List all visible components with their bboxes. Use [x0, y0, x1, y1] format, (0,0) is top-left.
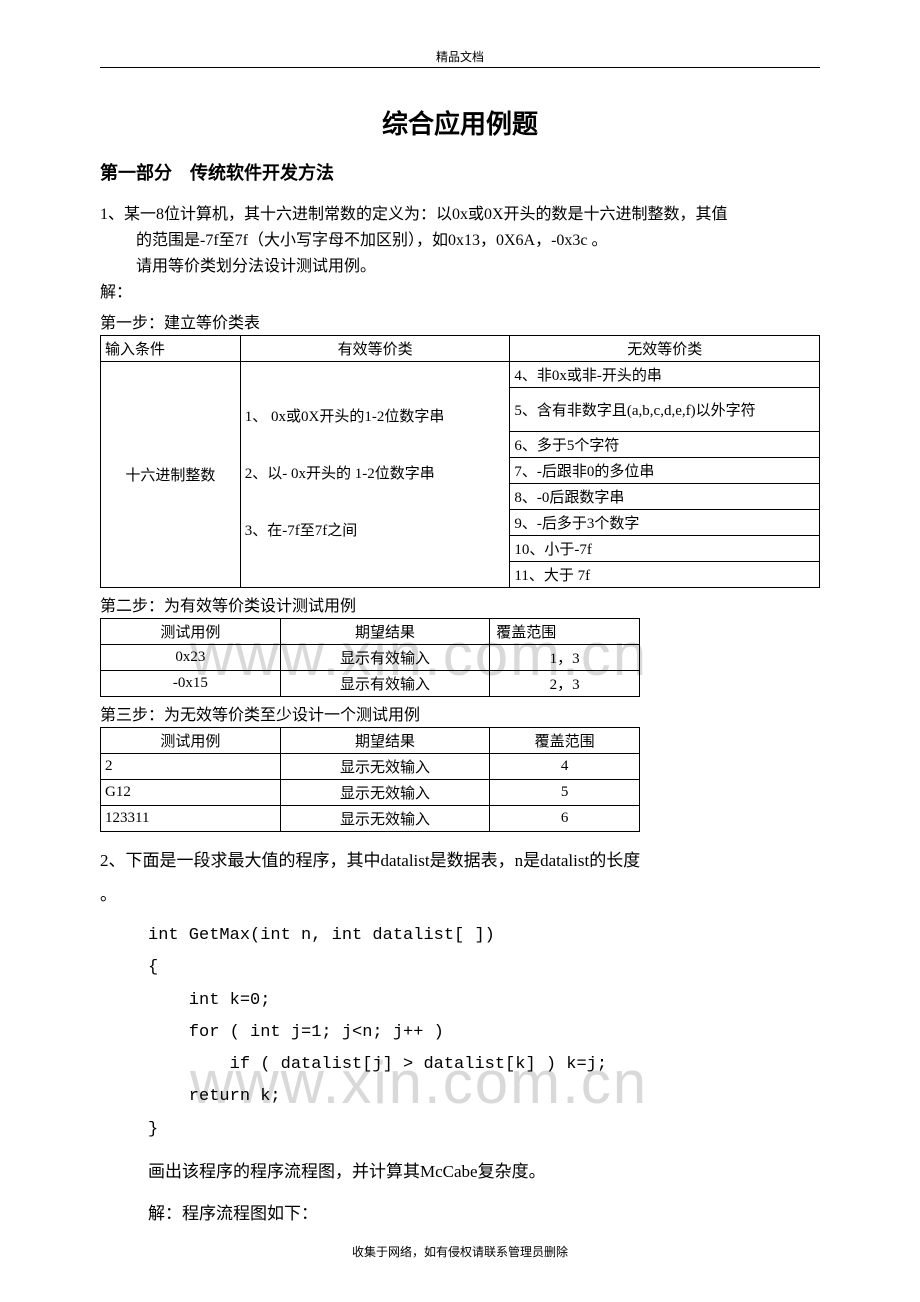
valid-testcase-table: 测试用例 期望结果 覆盖范围 0x23 显示有效输入 1，3 -0x15 显示有… [100, 618, 640, 697]
cell: 显示无效输入 [280, 754, 490, 780]
cell-invalid: 8、-0后跟数字串 [510, 484, 820, 510]
th-cover: 覆盖范围 [490, 728, 640, 754]
th-valid: 有效等价类 [240, 336, 510, 362]
cell: 1，3 [490, 645, 640, 671]
table-row: 测试用例 期望结果 覆盖范围 [101, 728, 640, 754]
th-case: 测试用例 [101, 619, 281, 645]
cell: 2，3 [490, 671, 640, 697]
table-row: 2 显示无效输入 4 [101, 754, 640, 780]
q1-line2: 的范围是-7f至7f（大小写字母不加区别），如0x13，0X6A，-0x3c 。 [100, 229, 820, 253]
table-row: 123311 显示无效输入 6 [101, 806, 640, 832]
cell-valid: 1、 0x或0X开头的1-2位数字串 2、以- 0x开头的 1-2位数字串 3、… [240, 362, 510, 588]
q1-ans-label: 解： [100, 281, 820, 305]
footer-text: 收集于网络，如有侵权请联系管理员删除 [0, 1243, 920, 1260]
table-row: G12 显示无效输入 5 [101, 780, 640, 806]
cell-invalid: 7、-后跟非0的多位串 [510, 458, 820, 484]
header-rule [100, 67, 820, 68]
table-row: -0x15 显示有效输入 2，3 [101, 671, 640, 697]
cell: 4 [490, 754, 640, 780]
q2-intro1: 2、下面是一段求最大值的程序，其中datalist是数据表，n是datalist… [100, 844, 820, 878]
cell: 0x23 [101, 645, 281, 671]
cell: -0x15 [101, 671, 281, 697]
cell-invalid: 4、非0x或非-开头的串 [510, 362, 820, 388]
section-title: 第一部分 传统软件开发方法 [100, 159, 820, 185]
cell: 123311 [101, 806, 281, 832]
q1-step3: 第三步：为无效等价类至少设计一个测试用例 [100, 701, 820, 725]
page: 精品文档 综合应用例题 第一部分 传统软件开发方法 1、某一8位计算机，其十六进… [0, 0, 920, 1231]
cell-invalid: 10、小于-7f [510, 536, 820, 562]
th-expect: 期望结果 [280, 619, 490, 645]
cell-invalid: 11、大于 7f [510, 562, 820, 588]
cell: 6 [490, 806, 640, 832]
cell-rowlabel: 十六进制整数 [101, 362, 241, 588]
table-row: 十六进制整数 1、 0x或0X开头的1-2位数字串 2、以- 0x开头的 1-2… [101, 362, 820, 388]
cell-invalid: 6、多于5个字符 [510, 432, 820, 458]
q2-intro2: 。 [100, 878, 820, 912]
cell-invalid: 9、-后多于3个数字 [510, 510, 820, 536]
q2-answer: 解：程序流程图如下： [100, 1198, 820, 1230]
table-row: 测试用例 期望结果 覆盖范围 [101, 619, 640, 645]
q1-line1: 1、某一8位计算机，其十六进制常数的定义为：以0x或0X开头的数是十六进制整数，… [100, 203, 820, 227]
cell: 显示无效输入 [280, 780, 490, 806]
table-row: 输入条件 有效等价类 无效等价类 [101, 336, 820, 362]
header-label: 精品文档 [100, 48, 820, 65]
cell-invalid: 5、含有非数字且(a,b,c,d,e,f)以外字符 [510, 388, 820, 432]
cell: 2 [101, 754, 281, 780]
table-row: 0x23 显示有效输入 1，3 [101, 645, 640, 671]
q1-step1: 第一步：建立等价类表 [100, 309, 820, 333]
th-input-cond: 输入条件 [101, 336, 241, 362]
q2-task: 画出该程序的程序流程图，并计算其McCabe复杂度。 [100, 1156, 820, 1188]
th-cover: 覆盖范围 [490, 619, 640, 645]
code-block: int GetMax(int n, int datalist[ ]) { int… [100, 920, 820, 1146]
cell: 5 [490, 780, 640, 806]
cell: 显示无效输入 [280, 806, 490, 832]
th-invalid: 无效等价类 [510, 336, 820, 362]
q1-line3: 请用等价类划分法设计测试用例。 [100, 255, 820, 279]
cell: 显示有效输入 [280, 645, 490, 671]
cell: G12 [101, 780, 281, 806]
th-case: 测试用例 [101, 728, 281, 754]
th-expect: 期望结果 [280, 728, 490, 754]
equiv-class-table: 输入条件 有效等价类 无效等价类 十六进制整数 1、 0x或0X开头的1-2位数… [100, 335, 820, 588]
q1-step2: 第二步：为有效等价类设计测试用例 [100, 592, 820, 616]
cell: 显示有效输入 [280, 671, 490, 697]
invalid-testcase-table: 测试用例 期望结果 覆盖范围 2 显示无效输入 4 G12 显示无效输入 5 1… [100, 727, 640, 832]
doc-title: 综合应用例题 [100, 104, 820, 141]
